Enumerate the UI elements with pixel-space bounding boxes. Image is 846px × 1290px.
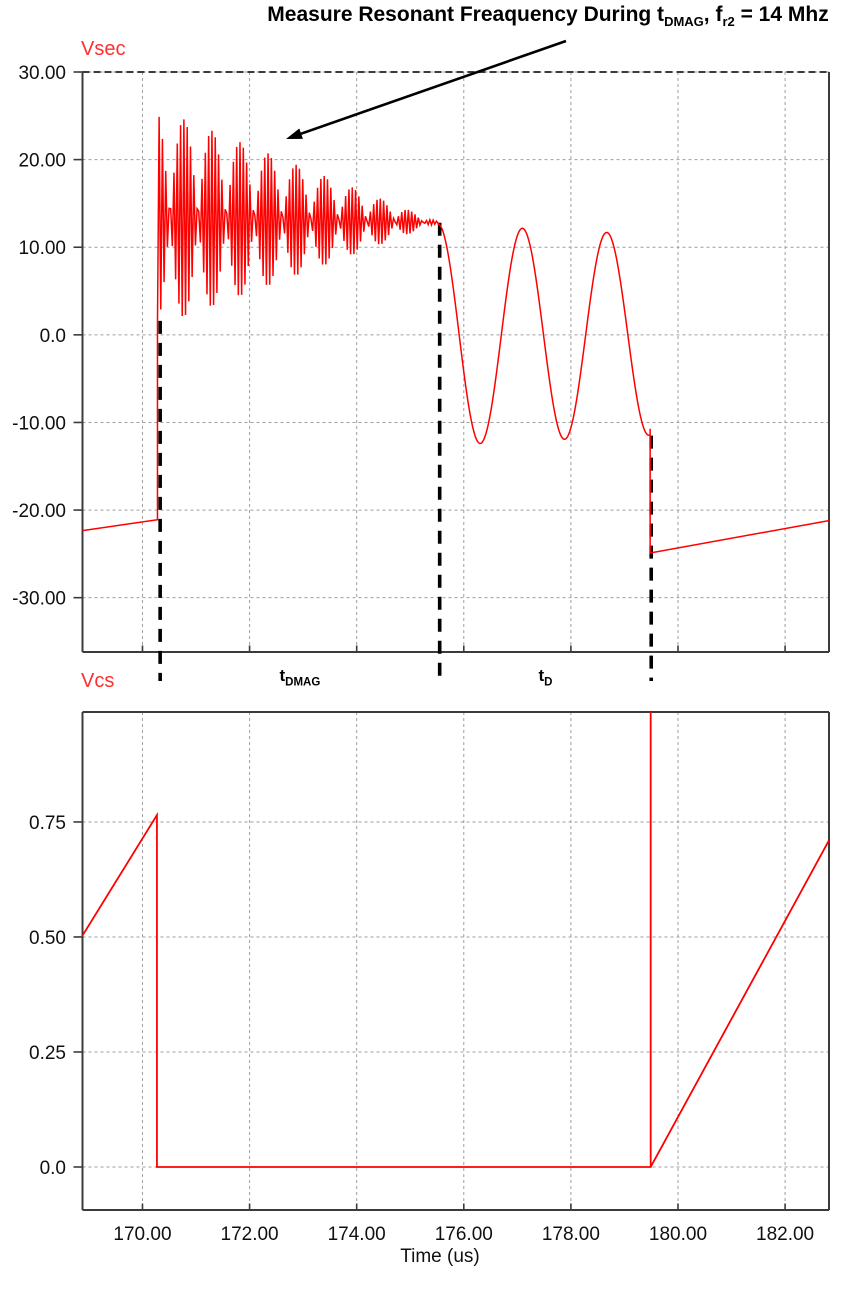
title-sub-dmag: DMAG — [664, 14, 704, 29]
y-tick-label: -30.00 — [12, 589, 66, 610]
y-tick-label: 30.00 — [18, 63, 66, 84]
annotation-arrow-line — [295, 39, 567, 137]
y-tick-label: 20.00 — [18, 151, 66, 172]
y-tick-label: 0.50 — [29, 928, 66, 949]
y-tick-label: 0.25 — [29, 1043, 66, 1064]
interval-label: tDMAG — [280, 666, 321, 689]
y-tick-label: 0.0 — [40, 1158, 66, 1179]
y-tick-label: -10.00 — [12, 413, 66, 434]
title-text: Measure Resonant Freaquency During t — [267, 3, 665, 26]
x-tick-label: 174.00 — [328, 1224, 386, 1245]
x-tick-label: 178.00 — [542, 1224, 600, 1245]
interval-label: tD — [538, 666, 552, 689]
x-tick-label: 182.00 — [756, 1224, 814, 1245]
title-tail: = 14 Mhz — [734, 3, 829, 26]
y-tick-label: 0.0 — [40, 326, 66, 347]
vsec-trace — [82, 116, 830, 554]
vcs-trace-label: Vcs — [81, 670, 115, 692]
y-tick-label: -20.00 — [12, 501, 66, 522]
title-sub-fr2: r2 — [722, 14, 735, 29]
x-tick-label: 176.00 — [435, 1224, 493, 1245]
x-tick-label: 180.00 — [649, 1224, 707, 1245]
title-mid: , f — [703, 3, 723, 26]
chart-title: Measure Resonant Freaquency During tDMAG… — [250, 3, 846, 29]
annotation-arrowhead-icon — [286, 128, 303, 139]
x-tick-label: 172.00 — [221, 1224, 279, 1245]
vcs-trace — [81, 712, 830, 1168]
time-axis-label: Time (us) — [400, 1246, 480, 1267]
y-tick-label: 10.00 — [18, 238, 66, 259]
y-tick-label: 0.75 — [29, 813, 66, 834]
x-tick-label: 170.00 — [113, 1224, 171, 1245]
vsec-trace-label: Vsec — [81, 38, 126, 60]
